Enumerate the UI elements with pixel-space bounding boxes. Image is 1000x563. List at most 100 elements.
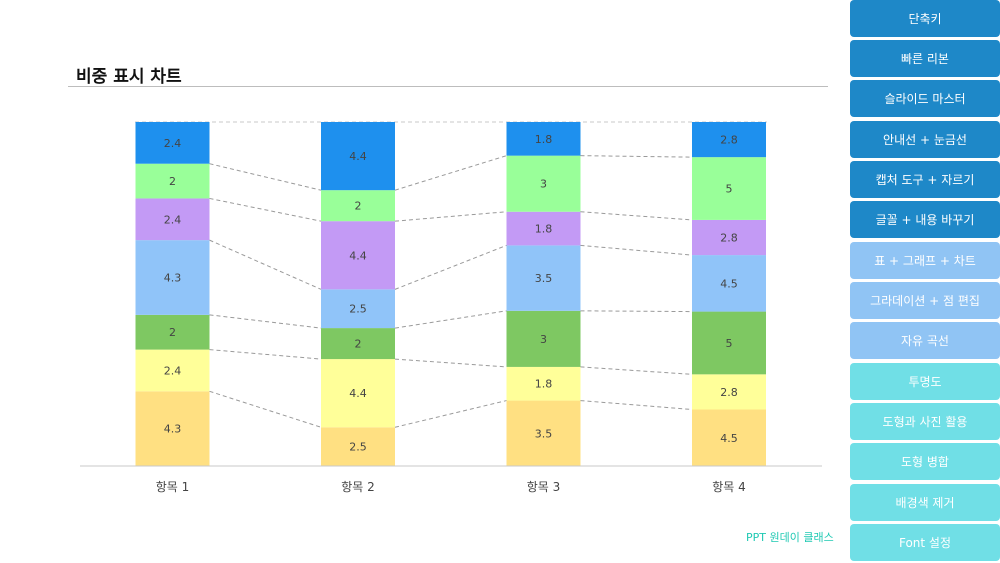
footer-credit: PPT 원데이 클래스	[746, 531, 834, 544]
data-label-2-series-6: 2	[355, 200, 362, 213]
series-line-series-3-1	[209, 314, 322, 329]
series-lines	[209, 155, 693, 428]
x-tick-label-2: 항목 2	[341, 480, 375, 494]
data-labels: 4.3 2.4 2 4.3 2.4 2 2.4 2.5 4.4 2 2.5 4.4 2 4.4 3.5 1.8…	[164, 133, 738, 454]
series-line-series-4-1	[209, 239, 322, 290]
data-label-2-series-4: 2.5	[349, 303, 367, 316]
bar-segment-2-series-5	[321, 221, 395, 290]
series-line-series-4-2	[394, 244, 507, 290]
bar-segment-1-series-5	[135, 198, 210, 241]
data-label-2-series-5: 4.4	[349, 249, 367, 262]
series-line-series-6-3	[580, 155, 693, 158]
menu-table-graph-chart-button[interactable]: 표 + 그래프 + 차트	[850, 242, 1000, 279]
bar-segment-3-series-7	[506, 122, 581, 156]
bar-segment-2-series-4	[321, 289, 395, 329]
series-line-series-1-1	[209, 390, 322, 428]
series-line-series-1-2	[394, 400, 507, 428]
slide-title: 비중 표시 차트	[76, 67, 182, 87]
data-label-4-series-1: 4.5	[720, 432, 738, 445]
data-label-4-series-4: 4.5	[720, 277, 738, 290]
data-label-1-series-6: 2	[169, 175, 176, 188]
data-label-4-series-3: 5	[726, 337, 733, 350]
bar-segment-2-series-3	[321, 328, 395, 360]
menu-shortcut-keys-button[interactable]: 단축키	[850, 0, 1000, 37]
bar-segment-4-series-4	[692, 255, 766, 312]
bar-segment-3-series-1	[506, 400, 581, 466]
bar-segment-1-series-4	[135, 240, 210, 315]
menu-slide-master-button[interactable]: 슬라이드 마스터	[850, 80, 1000, 117]
data-label-3-series-2: 1.8	[535, 378, 553, 391]
menu-quick-ribbon-button[interactable]: 빠른 리본	[850, 40, 1000, 77]
data-label-3-series-3: 3	[540, 333, 547, 346]
menu-font-replace-button[interactable]: 글꼴 + 내용 바꾸기	[850, 201, 1000, 238]
bar-segment-4-series-2	[692, 374, 766, 410]
menu-merge-shapes-button[interactable]: 도형 병합	[850, 443, 1000, 480]
data-label-2-series-7: 4.4	[349, 150, 367, 163]
stacked-bar-chart: 4.3 2.4 2 4.3 2.4 2 2.4 2.5 4.4 2 2.5 4.4 2 4.4 3.5 1.8…	[80, 121, 822, 494]
data-label-1-series-4: 4.3	[164, 271, 182, 284]
series-line-series-6-1	[209, 163, 322, 191]
menu-capture-crop-button[interactable]: 캡처 도구 + 자르기	[850, 161, 1000, 198]
data-label-3-series-6: 3	[540, 178, 547, 191]
menu-shapes-photos-button[interactable]: 도형과 사진 활용	[850, 403, 1000, 440]
series-line-series-1-3	[580, 400, 693, 410]
menu-guides-gridlines-button[interactable]: 안내선 + 눈금선	[850, 121, 1000, 158]
x-tick-label-3: 항목 3	[527, 480, 561, 494]
bar-segment-1-series-3	[135, 314, 210, 350]
data-label-2-series-1: 2.5	[349, 441, 367, 454]
title-divider	[68, 86, 828, 87]
bar-segment-1-series-6	[135, 163, 210, 199]
series-line-series-2-3	[580, 366, 693, 375]
menu-free-curve-button[interactable]: 자유 곡선	[850, 322, 1000, 359]
data-label-4-series-7: 2.8	[720, 134, 738, 147]
bar-segment-2-series-1	[321, 427, 395, 466]
series-line-series-3-2	[394, 310, 507, 329]
bar-segment-3-series-6	[506, 155, 581, 212]
bar-segment-4-series-1	[692, 409, 766, 466]
bar-segment-4-series-6	[692, 157, 766, 220]
bar-segment-2-series-7	[321, 122, 395, 191]
bar-segment-4-series-7	[692, 122, 766, 158]
data-label-1-series-2: 2.4	[164, 364, 182, 377]
bar-segment-3-series-2	[506, 366, 581, 401]
data-label-1-series-5: 2.4	[164, 213, 182, 226]
bar-segment-2-series-6	[321, 190, 395, 222]
x-axis-tick-labels: 항목 1 항목 2 항목 3 항목 4	[156, 480, 746, 494]
bar-segment-3-series-3	[506, 310, 581, 367]
series-line-series-3-3	[580, 310, 693, 313]
menu-font-settings-button[interactable]: Font 설정	[850, 524, 1000, 561]
menu-remove-background-button[interactable]: 배경색 제거	[850, 484, 1000, 521]
bar-segment-3-series-5	[506, 211, 581, 246]
bar-segment-1-series-2	[135, 349, 210, 392]
bar-segment-1-series-7	[135, 122, 210, 164]
data-label-3-series-5: 1.8	[535, 223, 553, 236]
bar-segments	[135, 122, 766, 466]
series-line-series-2-2	[394, 358, 507, 368]
data-label-3-series-4: 3.5	[535, 272, 553, 285]
series-line-series-6-2	[394, 155, 507, 191]
x-tick-label-1: 항목 1	[156, 480, 190, 494]
data-label-3-series-7: 1.8	[535, 133, 553, 146]
data-label-1-series-7: 2.4	[164, 137, 182, 150]
menu-gradient-point-edit-button[interactable]: 그라데이션 + 점 편집	[850, 282, 1000, 319]
data-label-4-series-6: 5	[726, 183, 733, 196]
data-label-1-series-1: 4.3	[164, 423, 182, 436]
data-label-3-series-1: 3.5	[535, 427, 553, 440]
data-label-4-series-2: 2.8	[720, 386, 738, 399]
data-label-4-series-5: 2.8	[720, 232, 738, 245]
data-label-2-series-3: 2	[355, 338, 362, 351]
series-line-series-5-3	[580, 211, 693, 221]
bar-segment-3-series-4	[506, 245, 581, 311]
data-label-2-series-2: 4.4	[349, 387, 367, 400]
side-menu: 단축키 빠른 리본 슬라이드 마스터 안내선 + 눈금선 캡처 도구 + 자르기…	[850, 0, 1000, 563]
series-line-series-4-3	[580, 244, 693, 256]
bar-segment-1-series-1	[135, 391, 210, 466]
bar-segment-2-series-2	[321, 359, 395, 428]
bar-segment-4-series-3	[692, 311, 766, 375]
menu-transparency-button[interactable]: 투명도	[850, 363, 1000, 400]
series-line-series-2-1	[209, 349, 322, 360]
series-line-series-5-1	[209, 197, 322, 222]
bar-segment-4-series-5	[692, 219, 766, 256]
series-line-series-5-2	[394, 211, 507, 222]
data-label-1-series-3: 2	[169, 326, 176, 339]
